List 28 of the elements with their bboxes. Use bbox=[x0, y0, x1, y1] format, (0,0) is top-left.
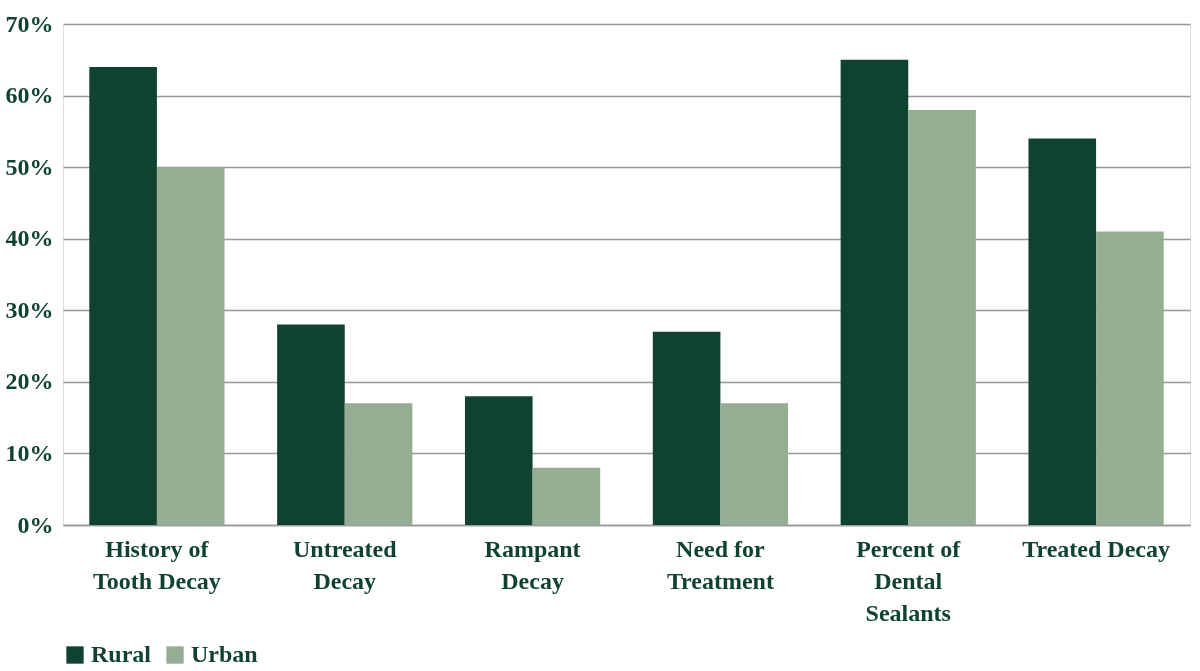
bar bbox=[840, 59, 909, 525]
y-tick-label: 50% bbox=[5, 153, 54, 180]
bar bbox=[344, 403, 413, 525]
x-tick-label: History of Tooth Decay bbox=[93, 535, 221, 594]
x-tick-label: Treated Decay bbox=[1022, 535, 1170, 562]
legend-label: Urban bbox=[191, 641, 258, 667]
y-tick-label: 0% bbox=[17, 511, 54, 538]
bar bbox=[1096, 231, 1164, 525]
x-tick-label: Percent of Dental Sealants bbox=[856, 535, 962, 626]
y-tick-label: 20% bbox=[5, 368, 54, 395]
bar bbox=[277, 324, 345, 525]
bar bbox=[1028, 138, 1097, 525]
bar bbox=[652, 331, 721, 525]
bar bbox=[464, 396, 533, 525]
y-tick-label: 60% bbox=[5, 82, 54, 109]
bar bbox=[908, 109, 976, 525]
legend-label: Rural bbox=[91, 641, 152, 667]
y-tick-label: 10% bbox=[5, 439, 54, 466]
bar bbox=[720, 403, 789, 525]
y-tick-label: 70% bbox=[5, 10, 54, 37]
bar bbox=[156, 167, 225, 525]
bar bbox=[532, 467, 601, 525]
bar bbox=[89, 66, 157, 525]
y-tick-label: 40% bbox=[5, 225, 54, 252]
y-tick-label: 30% bbox=[5, 296, 54, 323]
x-tick-label: Untreated Decay bbox=[292, 535, 398, 594]
x-tick-label: Rampant Decay bbox=[484, 535, 581, 594]
x-tick-label: Need for Treatment bbox=[666, 535, 774, 594]
